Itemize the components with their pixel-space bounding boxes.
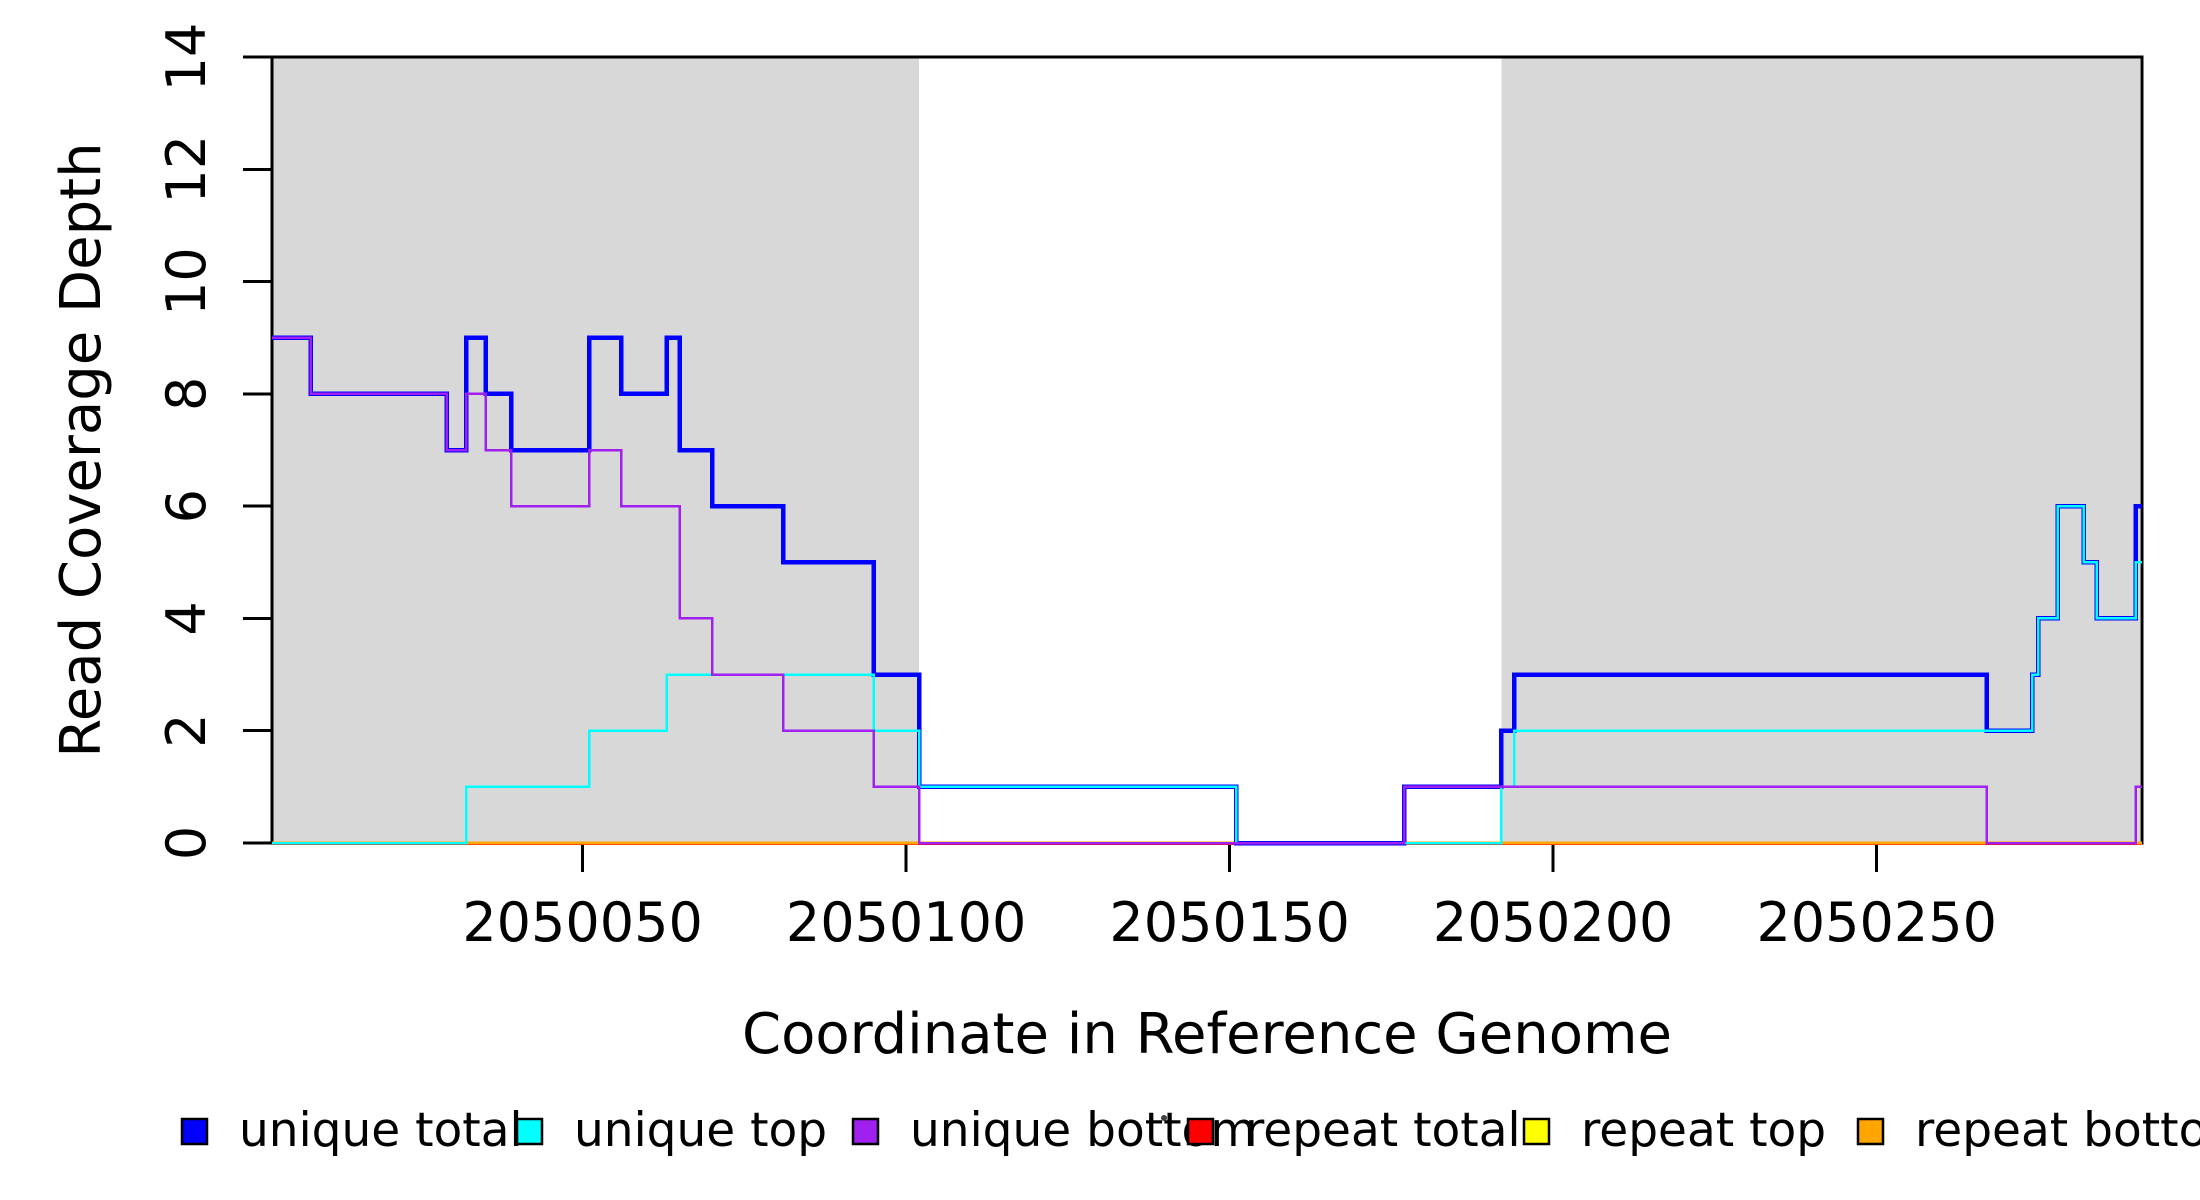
legend-item-repeat-total: repeat total <box>1186 1103 1521 1158</box>
shaded-region <box>1501 57 2141 843</box>
legend-item-label: unique total <box>239 1103 523 1158</box>
axes-layer: 2050050 2050100 2050150 2050200 2050250 0 2 4 6 8… <box>155 23 1997 954</box>
legend-swatch <box>1856 1117 1885 1146</box>
series-layer <box>272 335 2142 846</box>
legend-swatch <box>180 1117 209 1146</box>
y-axis-title: Read Coverage Depth <box>49 142 114 757</box>
x-tick-label: 2050100 <box>786 891 1027 954</box>
legend-swatch <box>1522 1117 1551 1146</box>
y-tick-label: 8 <box>155 377 218 411</box>
y-tick-label: 10 <box>155 247 218 316</box>
y-tick-label: 0 <box>155 826 218 860</box>
legend-item-repeat-top: repeat top <box>1522 1103 1826 1158</box>
legend-swatch <box>851 1117 880 1146</box>
legend-item-repeat-bottom: repeat bottom <box>1856 1103 2200 1158</box>
y-tick-label: 2 <box>155 714 218 748</box>
legend-item-unique-top: unique top <box>515 1103 827 1158</box>
legend-item-label: repeat bottom <box>1915 1103 2200 1158</box>
legend-swatch <box>515 1117 544 1146</box>
legend-item-unique-total: unique total <box>180 1103 523 1158</box>
y-tick-label: 4 <box>155 601 218 635</box>
x-tick-label: 2050200 <box>1433 891 1674 954</box>
series-line-unique-bottom <box>272 336 2142 845</box>
x-tick-label: 2050050 <box>462 891 703 954</box>
y-tick-label: 12 <box>155 135 218 204</box>
y-tick-label: 6 <box>155 489 218 523</box>
x-tick-label: 2050250 <box>1756 891 1997 954</box>
legend-item-label: repeat total <box>1245 1103 1521 1158</box>
legend-item-label: unique top <box>574 1103 827 1158</box>
x-axis-title: Coordinate in Reference Genome <box>742 1002 1672 1067</box>
stray-dot <box>1161 1115 1167 1121</box>
legend-swatch <box>1186 1117 1215 1146</box>
legend: unique total unique top unique bottomrepea… <box>180 1103 2200 1158</box>
x-tick-label: 2050150 <box>1109 891 1350 954</box>
legend-item-label: repeat top <box>1581 1103 1826 1158</box>
y-tick-label: 14 <box>155 23 218 92</box>
shaded-regions-layer <box>272 57 2141 843</box>
